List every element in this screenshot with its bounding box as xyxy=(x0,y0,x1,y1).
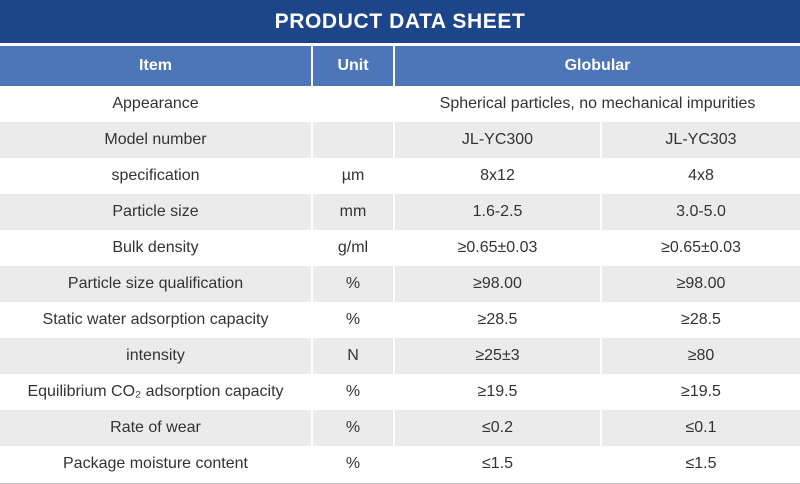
cell-item: Rate of wear xyxy=(0,410,311,446)
cell-value-1: ≥25±3 xyxy=(395,338,600,374)
sheet-title: PRODUCT DATA SHEET xyxy=(274,9,526,33)
cell-unit: % xyxy=(345,311,361,328)
cell-value-1: ≥0.65±0.03 xyxy=(457,239,538,256)
cell-unit: g/ml xyxy=(337,239,369,256)
cell-unit: % xyxy=(313,410,393,446)
cell-item: Model number xyxy=(0,122,311,158)
cell-value-2: ≥80 xyxy=(602,338,800,374)
cell-value-1: 1.6-2.5 xyxy=(395,194,600,230)
cell-unit: % xyxy=(313,266,393,302)
cell-item: Particle size qualification xyxy=(0,266,311,302)
cell-value-2: ≤0.1 xyxy=(602,410,800,446)
header-unit: Unit xyxy=(313,46,393,86)
cell-unit: % xyxy=(345,383,361,400)
header-item: Item xyxy=(0,46,311,86)
cell-value-2: 4x8 xyxy=(688,167,714,184)
cell-item: Package moisture content xyxy=(63,455,248,472)
cell-item: Bulk density xyxy=(112,239,199,256)
table-row-appearance: Appearance Spherical particles, no mecha… xyxy=(0,86,800,122)
cell-value-1: ≥98.00 xyxy=(395,266,600,302)
cell-value-span: Spherical particles, no mechanical impur… xyxy=(439,95,756,112)
table-row-equilibrium-co2-adsorption: Equilibrium CO₂ adsorption capacity % ≥1… xyxy=(0,374,800,410)
cell-value-2: JL-YC303 xyxy=(602,122,800,158)
table-row-intensity: intensity N ≥25±3 ≥80 xyxy=(0,338,800,374)
table-row-specification: specification µm 8x12 4x8 xyxy=(0,158,800,194)
header-globular: Globular xyxy=(395,46,800,86)
cell-unit: % xyxy=(345,455,361,472)
table-row-static-water-adsorption: Static water adsorption capacity % ≥28.5… xyxy=(0,302,800,338)
cell-value-2: ≥19.5 xyxy=(681,383,721,400)
table-header-row: Item Unit Globular xyxy=(0,46,800,86)
cell-unit: N xyxy=(313,338,393,374)
cell-item: intensity xyxy=(0,338,311,374)
cell-value-2: 3.0-5.0 xyxy=(602,194,800,230)
cell-unit: µm xyxy=(341,167,365,184)
cell-value-2: ≤1.5 xyxy=(685,455,717,472)
cell-value-2: ≥0.65±0.03 xyxy=(661,239,741,256)
table-row-rate-of-wear: Rate of wear % ≤0.2 ≤0.1 xyxy=(0,410,800,446)
table-row-particle-size-qualification: Particle size qualification % ≥98.00 ≥98… xyxy=(0,266,800,302)
cell-value-1: JL-YC300 xyxy=(395,122,600,158)
cell-item: specification xyxy=(111,167,200,184)
cell-value-2: ≥28.5 xyxy=(681,311,721,328)
cell-unit xyxy=(313,122,393,158)
cell-item: Appearance xyxy=(112,95,199,112)
sheet-title-band: PRODUCT DATA SHEET xyxy=(0,0,800,43)
cell-unit: mm xyxy=(313,194,393,230)
table-row-package-moisture-content: Package moisture content % ≤1.5 ≤1.5 xyxy=(0,446,800,482)
cell-value-2: ≥98.00 xyxy=(602,266,800,302)
cell-unit xyxy=(313,86,393,122)
table-row-bulk-density: Bulk density g/ml ≥0.65±0.03 ≥0.65±0.03 xyxy=(0,230,800,266)
cell-item: Particle size xyxy=(0,194,311,230)
cell-item: Equilibrium CO₂ adsorption capacity xyxy=(27,383,284,400)
cell-item: Static water adsorption capacity xyxy=(42,311,269,328)
cell-value-1: ≥19.5 xyxy=(477,383,518,400)
cell-value-1: ≥28.5 xyxy=(477,311,518,328)
table-row-particle-size: Particle size mm 1.6-2.5 3.0-5.0 xyxy=(0,194,800,230)
table-row-model-number: Model number JL-YC300 JL-YC303 xyxy=(0,122,800,158)
cell-value-1: ≤0.2 xyxy=(395,410,600,446)
cell-value-1: ≤1.5 xyxy=(481,455,514,472)
cell-value-1: 8x12 xyxy=(480,167,515,184)
